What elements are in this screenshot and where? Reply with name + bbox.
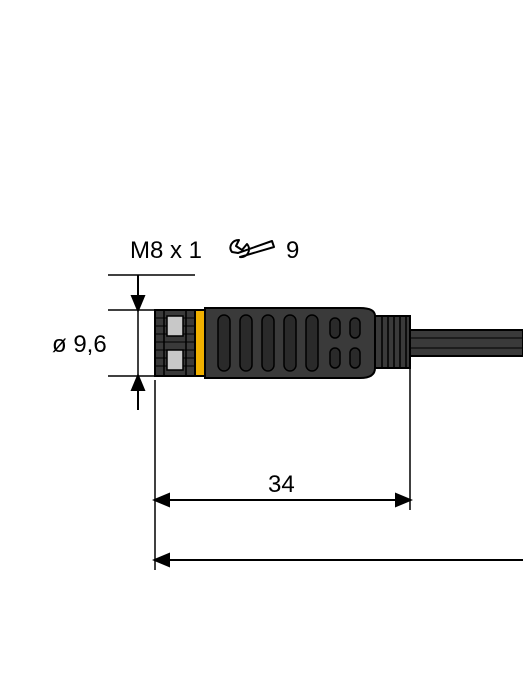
diameter-dimension: ø 9,6 bbox=[52, 275, 155, 410]
connector-body bbox=[205, 308, 375, 378]
diameter-label: ø 9,6 bbox=[52, 331, 107, 358]
strain-relief bbox=[375, 316, 410, 368]
thread-label-group: M8 x 1 9 bbox=[108, 237, 299, 275]
length-label: 34 bbox=[268, 471, 295, 498]
technical-drawing: M8 x 1 9 ø 9,6 34 bbox=[0, 0, 523, 700]
color-ring bbox=[195, 310, 205, 376]
wrench-icon bbox=[230, 238, 274, 257]
connector-assembly bbox=[155, 308, 523, 378]
coupling-nut bbox=[155, 310, 195, 376]
thread-label: M8 x 1 bbox=[130, 237, 202, 264]
wrench-size-label: 9 bbox=[286, 237, 299, 264]
cable bbox=[410, 330, 523, 356]
length-dimension: 34 bbox=[155, 360, 410, 570]
